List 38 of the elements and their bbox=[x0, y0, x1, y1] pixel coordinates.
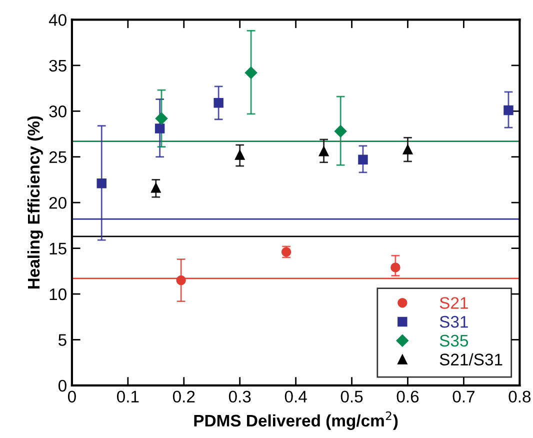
x-tick-label: 0.4 bbox=[284, 390, 307, 403]
y-axis-title: Healing Efficiency (%) bbox=[27, 116, 43, 289]
y-tick-label: 10 bbox=[50, 288, 66, 300]
point bbox=[234, 150, 245, 160]
x-tick-label: 0.5 bbox=[340, 390, 363, 403]
y-tick-label: 40 bbox=[48, 14, 66, 26]
y-tick-label: 25 bbox=[49, 151, 66, 164]
x-tick-label: 0 bbox=[68, 390, 76, 403]
point bbox=[402, 144, 413, 154]
point bbox=[244, 66, 258, 79]
legend-label: S21 bbox=[440, 297, 468, 309]
legend-label: S21/S31 bbox=[440, 353, 502, 366]
y-tick-label: 5 bbox=[58, 334, 66, 346]
x-tick-label: 0.2 bbox=[172, 390, 195, 403]
y-tick-label: 0 bbox=[58, 380, 66, 392]
x-tick-label: 0.7 bbox=[452, 390, 474, 403]
x-tick-label: 0.3 bbox=[228, 390, 251, 403]
y-tick-label: 35 bbox=[49, 60, 66, 72]
y-tick-label: 30 bbox=[49, 106, 66, 118]
x-tick-label: 0.1 bbox=[116, 390, 139, 403]
x-axis-title: PDMS Delivered (mg/cm$^{2}$) bbox=[194, 411, 398, 430]
point bbox=[504, 105, 514, 116]
x-tick-label: 0.6 bbox=[396, 390, 419, 403]
point bbox=[155, 112, 168, 125]
point bbox=[214, 98, 224, 108]
legend-label: S31 bbox=[440, 316, 468, 328]
point bbox=[151, 183, 161, 193]
legend-label: S35 bbox=[440, 334, 468, 347]
point bbox=[154, 124, 165, 134]
y-tick-label: 20 bbox=[49, 196, 66, 209]
y-tick-label: 15 bbox=[50, 242, 66, 254]
point bbox=[96, 178, 106, 188]
point bbox=[318, 146, 329, 156]
x-tick-label: 0.8 bbox=[508, 390, 531, 403]
point bbox=[334, 125, 347, 138]
point bbox=[390, 262, 400, 272]
point bbox=[176, 275, 186, 286]
point bbox=[358, 154, 368, 164]
